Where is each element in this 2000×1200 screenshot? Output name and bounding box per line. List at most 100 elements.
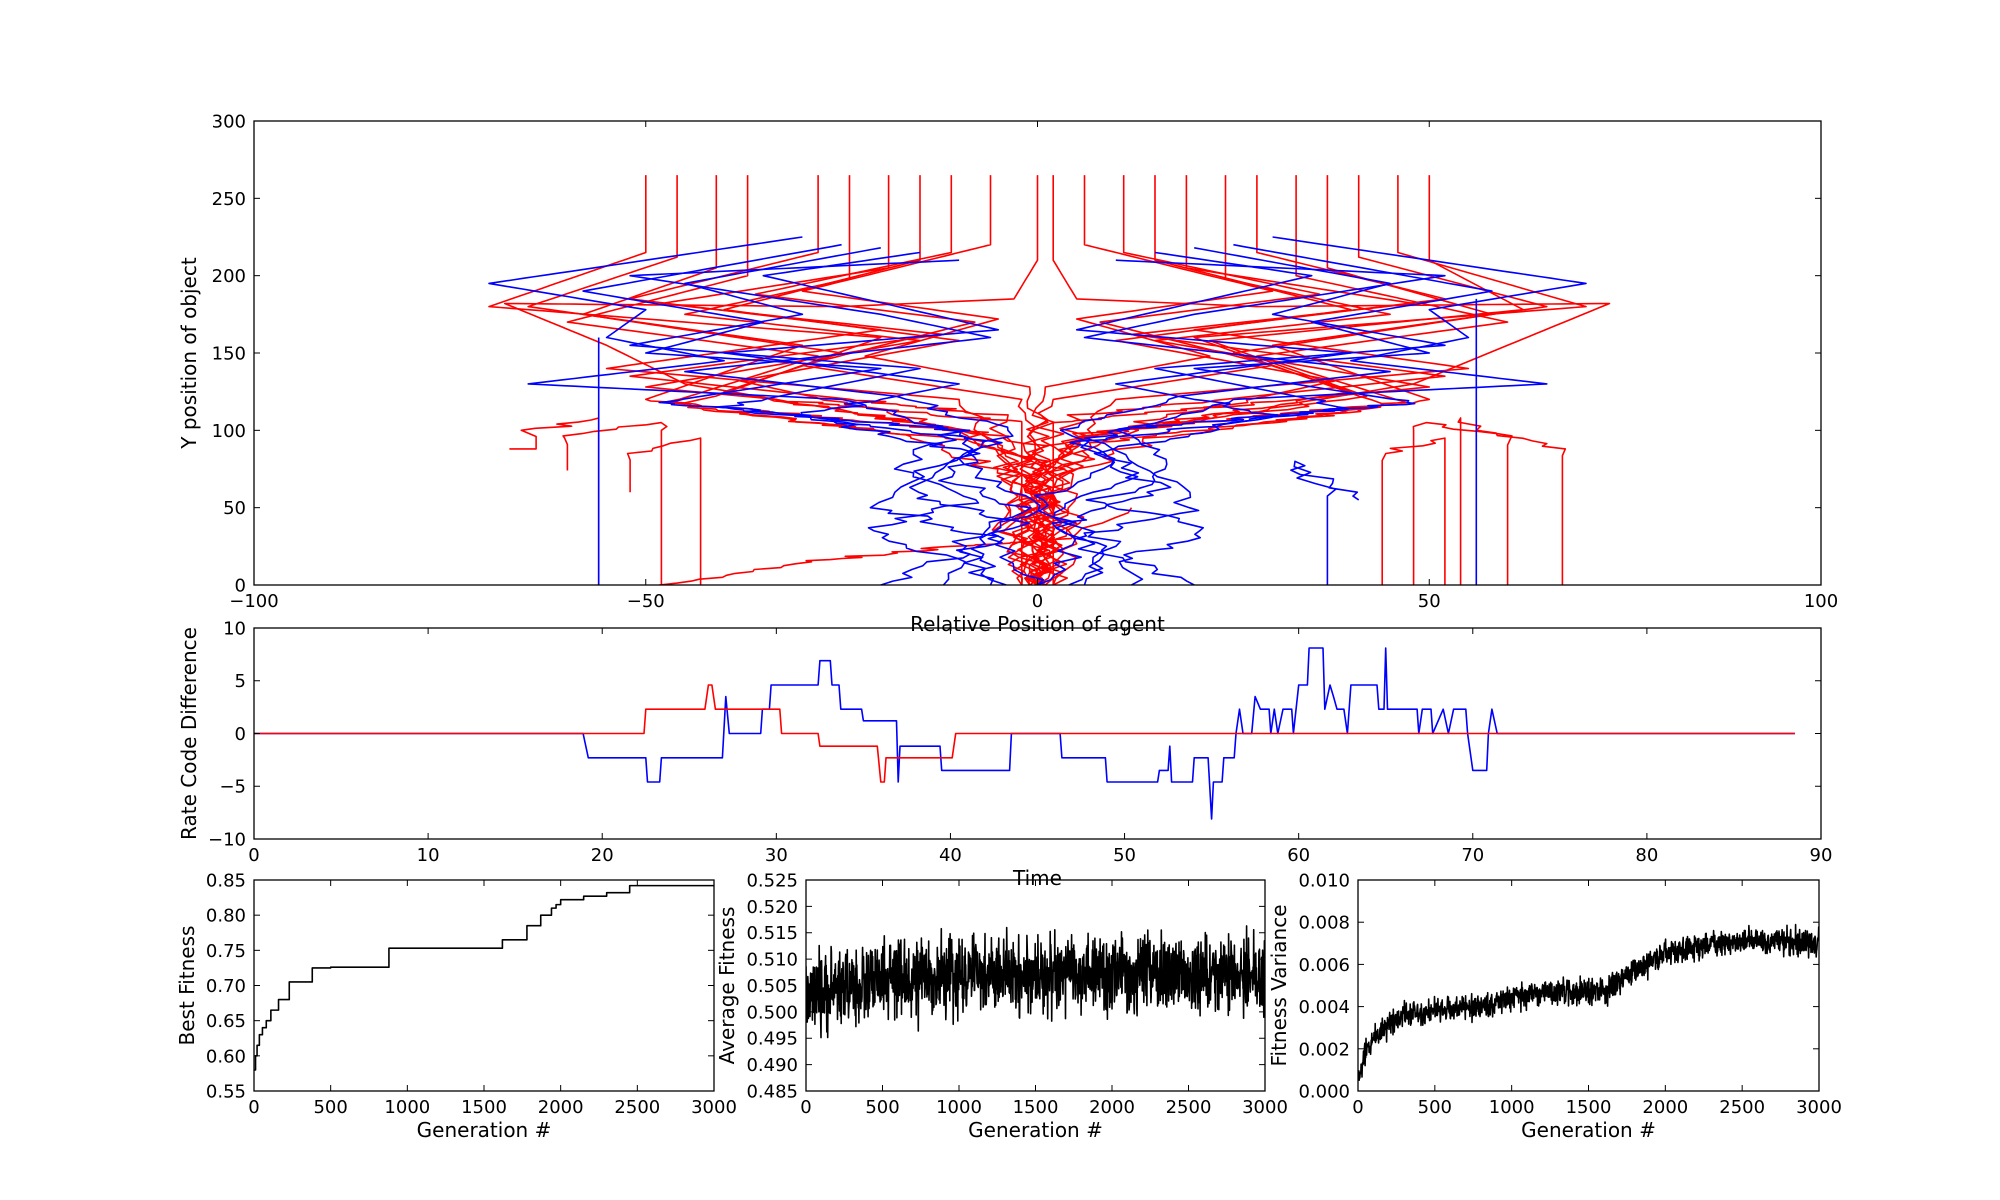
trajectories-series-11-line [509,417,600,585]
rate-code-ytick-label: 10 [223,618,246,639]
fitness-variance-ytick-label: 0.006 [1298,955,1350,976]
average-fitness-ytick-label: 0.510 [746,950,798,971]
trajectories-xtick-label: 50 [1418,591,1441,612]
trajectories-ytick-label: 150 [212,343,246,364]
trajectories-plot-area [488,175,1611,585]
best-fitness-xtick-label: 500 [313,1097,347,1118]
rate-code-plot-area [254,647,1795,820]
fitness-variance-ytick-label: 0.000 [1298,1081,1350,1102]
fitness-variance-ytick-label: 0.002 [1298,1039,1350,1060]
trajectories-ytick-label: 250 [212,189,246,210]
rate-code-xtick-label: 0 [248,845,259,866]
best-fitness-ytick-label: 0.75 [206,941,246,962]
trajectories-xtick-label: −50 [627,591,665,612]
trajectories-ytick-label: 100 [212,421,246,442]
fitness-variance-ytick-label: 0.004 [1298,997,1350,1018]
trajectories-series-29-line [1381,437,1446,585]
trajectories-series-27-line [1457,417,1567,585]
rate-code-xtick-label: 70 [1461,845,1484,866]
trajectories-series-24-line [993,175,1548,585]
average-fitness-xtick-label: 2000 [1089,1097,1135,1118]
best-fitness-ytick-label: 0.55 [206,1081,246,1102]
rate-code-xtick-label: 10 [417,845,440,866]
trajectories-ylabel: Y position of object [177,257,201,450]
best-fitness-xtick-label: 2500 [614,1097,660,1118]
trajectories-xlabel: Relative Position of agent [910,612,1165,636]
best-fitness-ytick-label: 0.80 [206,906,246,927]
trajectories-series-37-line [1085,243,1493,585]
trajectories-series-19-line [1025,175,1446,585]
trajectories-series-26-line [1029,175,1525,585]
trajectories-ytick-label: 300 [212,111,246,132]
fitness-variance-xtick-label: 1000 [1489,1097,1535,1118]
trajectories-series-12-line [562,421,668,585]
rate-code-xtick-label: 90 [1810,845,1833,866]
trajectories-series-33-line [723,251,1030,585]
best-fitness-ytick-label: 0.65 [206,1011,246,1032]
rate-code-ytick-label: 0 [235,724,246,745]
trajectories-series-25-line [1030,175,1587,585]
trajectories-series-31-line [582,243,980,585]
rate-code-chart: 0 10 20 30 40 50 60 70 80 90 −10 −5 0 5 10 Time Rate Cod… [177,618,1832,889]
rate-code-xtick-label: 20 [591,845,614,866]
rate-code-xtick-label: 40 [939,845,962,866]
trajectories-ytick-label: 200 [212,266,246,287]
average-fitness-xtick-label: 2500 [1166,1097,1212,1118]
trajectories-chart: −100 −50 0 50 100 0 50 100 150 200 250 300 Relative … [177,111,1838,635]
rate-code-series-0-line [254,647,1795,820]
average-fitness-ytick-label: 0.495 [746,1029,798,1050]
trajectories-ytick-label: 50 [223,498,246,519]
rate-code-ytick-label: −5 [219,777,246,798]
average-fitness-ytick-label: 0.525 [746,870,798,891]
best-fitness-xtick-label: 2000 [538,1097,584,1118]
trajectories-series-0-line [503,175,1064,585]
best-fitness-frame [253,879,715,1092]
best-fitness-series-0-line [254,884,714,1071]
average-fitness-ytick-label: 0.485 [746,1081,798,1102]
average-fitness-chart: 0 500 1000 1500 2000 2500 3000 0.485 0.490 0.495 0… [715,870,1288,1141]
average-fitness-xtick-label: 500 [865,1097,899,1118]
trajectories-series-30-line [488,236,1003,585]
best-fitness-ylabel: Best Fitness [175,926,199,1046]
best-fitness-xtick-label: 3000 [691,1097,737,1118]
rate-code-ytick-label: 5 [235,671,246,692]
trajectories-series-2-line [527,175,1078,585]
trajectories-series-28-line [1412,421,1513,585]
trajectories-xtick-label: −100 [229,591,278,612]
fitness-variance-xtick-label: 3000 [1796,1097,1842,1118]
rate-code-ytick-label: −10 [208,829,246,850]
trajectories-series-1-line [488,175,1049,585]
best-fitness-xtick-label: 0 [248,1097,259,1118]
fitness-variance-xtick-label: 2000 [1642,1097,1688,1118]
best-fitness-ytick-label: 0.85 [206,870,246,891]
rate-code-xlabel: Time [1012,866,1062,890]
fitness-variance-xtick-label: 1500 [1566,1097,1612,1118]
trajectories-series-6-line [645,175,1023,585]
fitness-variance-plot-area [1358,923,1819,1081]
rate-code-xtick-label: 60 [1287,845,1310,866]
trajectories-series-20-line [1052,175,1431,585]
average-fitness-xtick-label: 1500 [1013,1097,1059,1118]
trajectories-xtick-label: 100 [1804,591,1838,612]
trajectories-ytick-label: 0 [235,575,246,596]
trajectories-series-32-line [629,247,1032,585]
fitness-variance-ytick-label: 0.008 [1298,913,1350,934]
rate-code-xtick-label: 50 [1113,845,1136,866]
average-fitness-ytick-label: 0.520 [746,897,798,918]
fitness-variance-xlabel: Generation # [1521,1118,1656,1142]
best-fitness-xlabel: Generation # [417,1118,552,1142]
average-fitness-series-0-line [806,925,1265,1039]
trajectories-xtick-label: 0 [1032,591,1043,612]
rate-code-xtick-label: 30 [765,845,788,866]
fitness-variance-series-0-line [1358,923,1819,1081]
trajectories-series-36-line [1075,236,1587,585]
best-fitness-xtick-label: 1000 [384,1097,430,1118]
average-fitness-ytick-label: 0.505 [746,976,798,997]
trajectories-series-40-line [1033,259,1446,585]
fitness-variance-xtick-label: 2500 [1719,1097,1765,1118]
average-fitness-ytick-label: 0.500 [746,1002,798,1023]
average-fitness-plot-area [806,925,1265,1039]
average-fitness-ylabel: Average Fitness [715,907,739,1065]
average-fitness-xlabel: Generation # [968,1118,1103,1142]
